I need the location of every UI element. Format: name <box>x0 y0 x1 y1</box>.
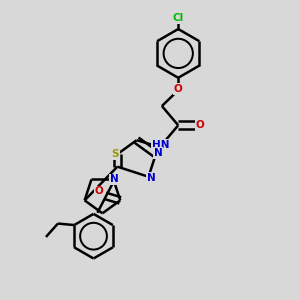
Text: O: O <box>174 84 183 94</box>
Text: N: N <box>146 172 155 183</box>
Text: HN: HN <box>152 140 169 150</box>
Text: O: O <box>196 120 204 130</box>
Text: Cl: Cl <box>172 13 184 23</box>
Text: N: N <box>110 174 119 184</box>
Text: O: O <box>94 187 103 196</box>
Text: S: S <box>111 149 119 159</box>
Text: N: N <box>154 148 163 158</box>
